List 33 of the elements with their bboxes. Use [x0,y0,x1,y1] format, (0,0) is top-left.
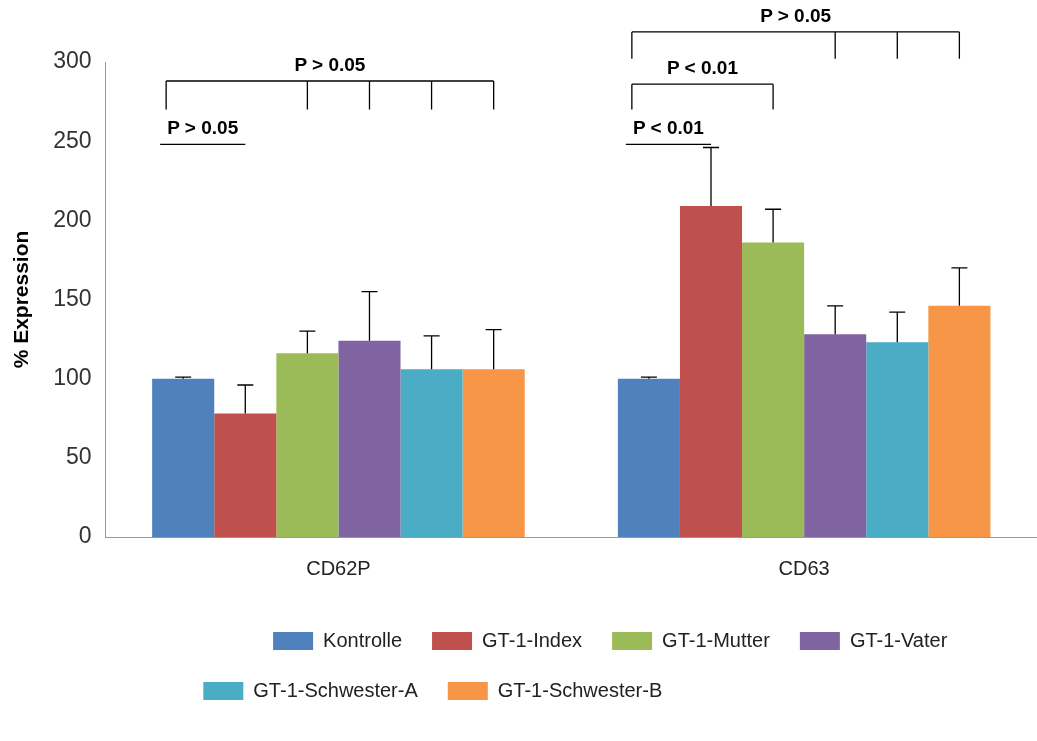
annotation: P > 0.05 [167,117,239,139]
y-tick-label: 300 [53,47,92,74]
legend-label: GT-1-Schwester-B [497,678,663,701]
y-axis-title: % Expression [9,230,33,369]
legend-label: GT-1-Schwester-A [253,678,419,701]
legend-label: GT-1-Vater [849,628,948,651]
bar [679,206,743,537]
y-tick-label: 250 [53,126,92,153]
legend-label: Kontrolle [323,628,403,651]
bar [804,334,867,537]
annotation: P < 0.01 [666,56,739,78]
bar [617,378,680,537]
y-tick-label: 150 [53,284,92,311]
bar [276,353,339,537]
y-tick-label: 100 [53,364,92,391]
x-tick-label: CD63 [778,556,830,579]
y-tick-label: 200 [53,205,92,232]
bar [152,378,215,537]
bar [214,413,277,537]
bar [866,342,929,537]
bar [462,369,525,537]
bar [338,340,401,537]
y-tick-label: 0 [78,522,92,549]
legend-label: GT-1-Index [482,628,583,651]
bar [400,369,463,537]
bar [742,242,805,537]
bar [928,305,991,537]
text: P > 0.05 [760,4,832,26]
annotation: P < 0.01 [632,117,705,139]
y-tick-label: 50 [65,443,92,470]
x-tick-label: CD62P [306,556,371,579]
annotation: P > 0.05 [294,53,366,75]
legend-label: GT-1-Mutter [662,628,771,651]
